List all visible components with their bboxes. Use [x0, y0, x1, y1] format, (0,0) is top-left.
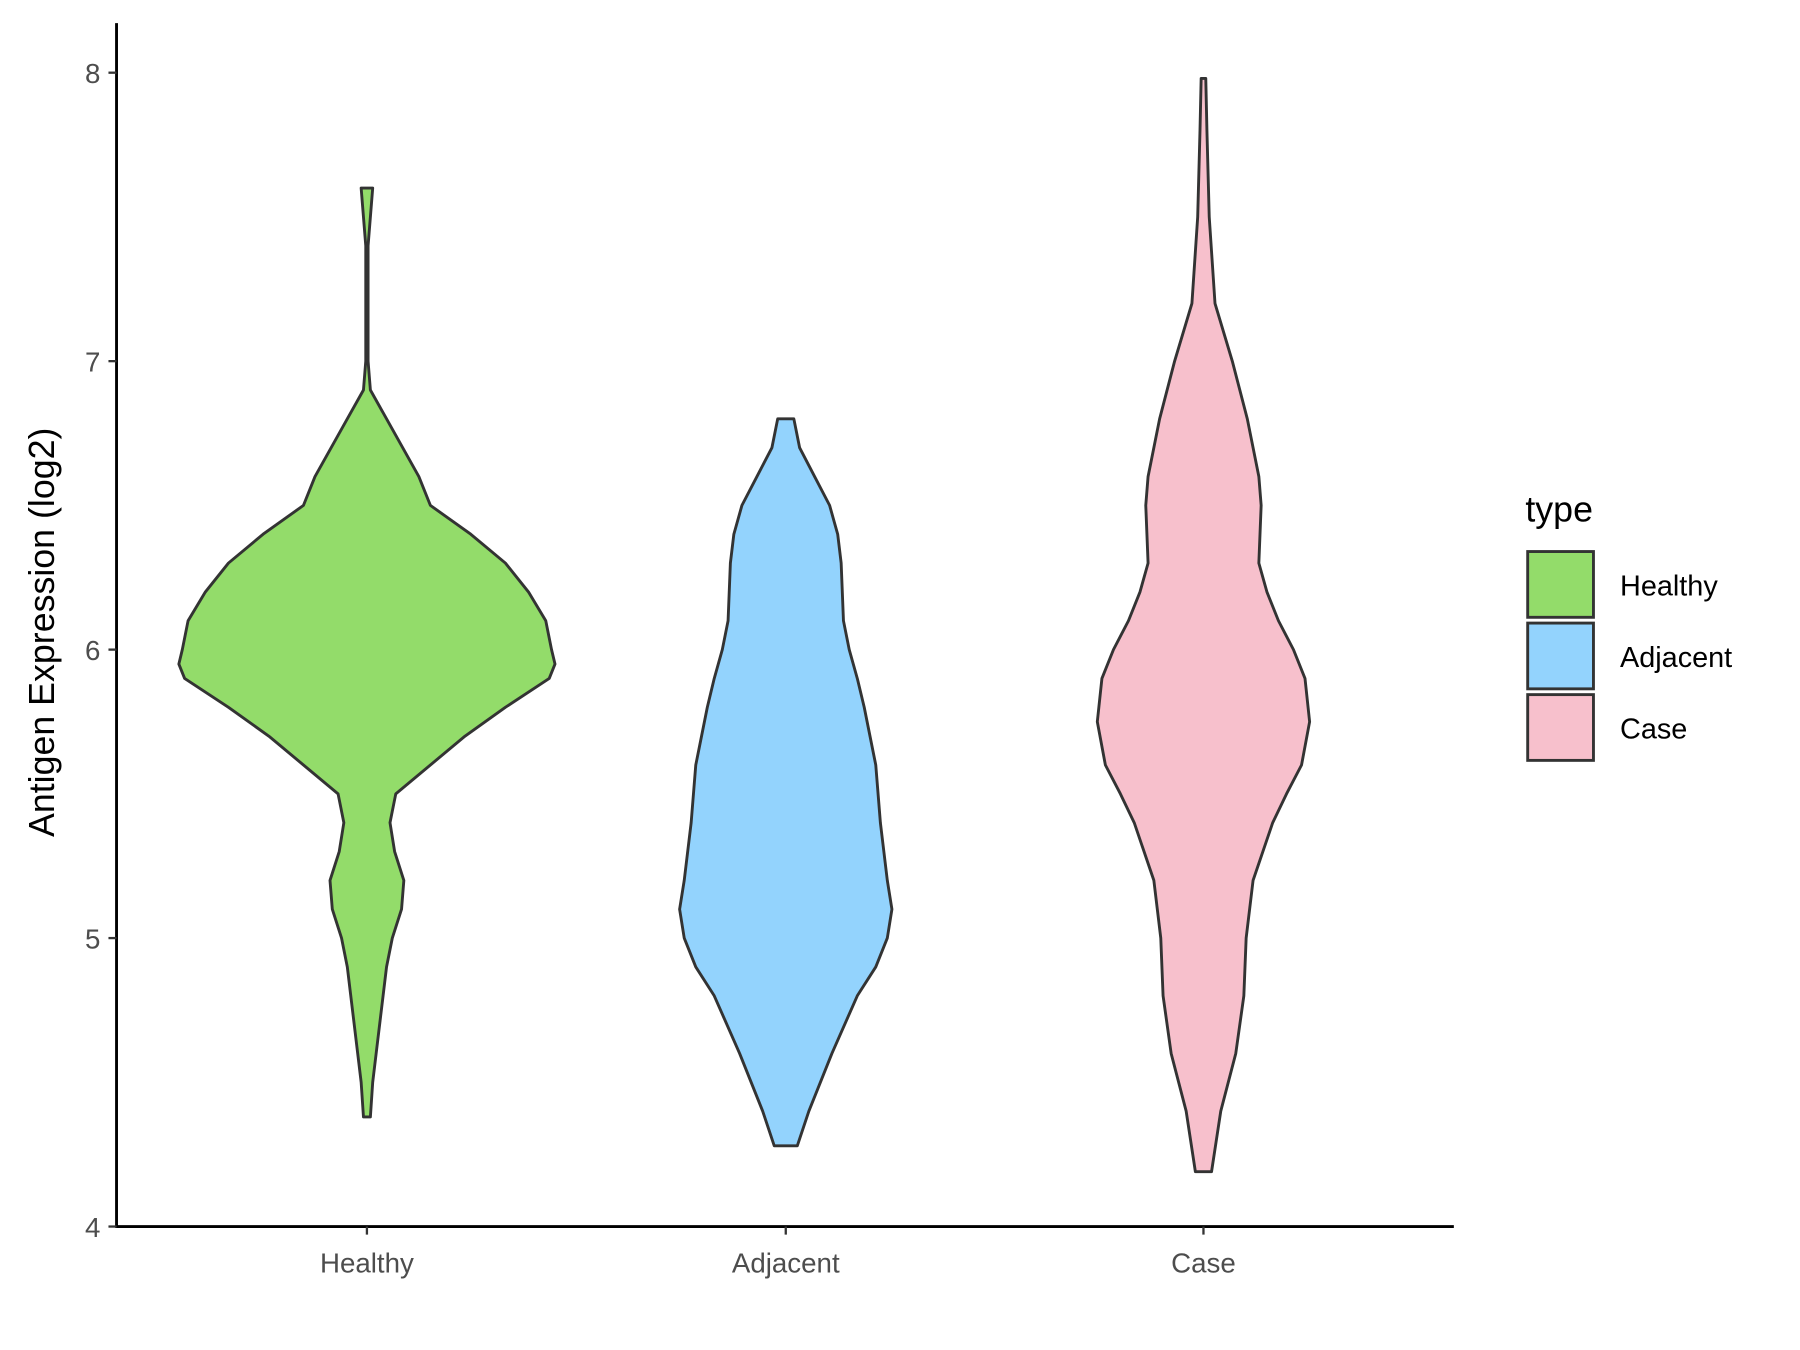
x-tick-label: Adjacent [732, 1248, 840, 1279]
legend-label: Adjacent [1620, 642, 1732, 674]
legend-swatch-healthy [1526, 550, 1595, 619]
legend-label: Case [1620, 713, 1687, 745]
legend-swatch-adjacent [1526, 621, 1595, 691]
y-tick-label: 7 [85, 347, 100, 378]
legend-swatch-case [1526, 693, 1595, 762]
y-ticks: 4 5 6 7 8 [85, 58, 117, 1243]
legend-title: type [1525, 490, 1593, 530]
violins [177, 77, 1312, 1174]
y-tick-label: 5 [85, 923, 100, 954]
violin-case [1095, 77, 1312, 1174]
x-ticks: Healthy Adjacent Case [320, 1226, 1236, 1279]
y-tick-label: 6 [85, 635, 100, 666]
x-tick-label: Healthy [320, 1248, 414, 1279]
y-tick-label: 8 [85, 58, 100, 89]
y-axis-label: Antigen Expression (log2) [22, 428, 62, 837]
legend-label: Healthy [1620, 570, 1718, 602]
violin-adjacent [678, 417, 894, 1148]
legend: type Healthy Adjacent Case [1525, 490, 1732, 762]
y-tick-label: 4 [85, 1212, 100, 1243]
violin-healthy [177, 186, 557, 1119]
x-tick-label: Case [1171, 1248, 1236, 1279]
